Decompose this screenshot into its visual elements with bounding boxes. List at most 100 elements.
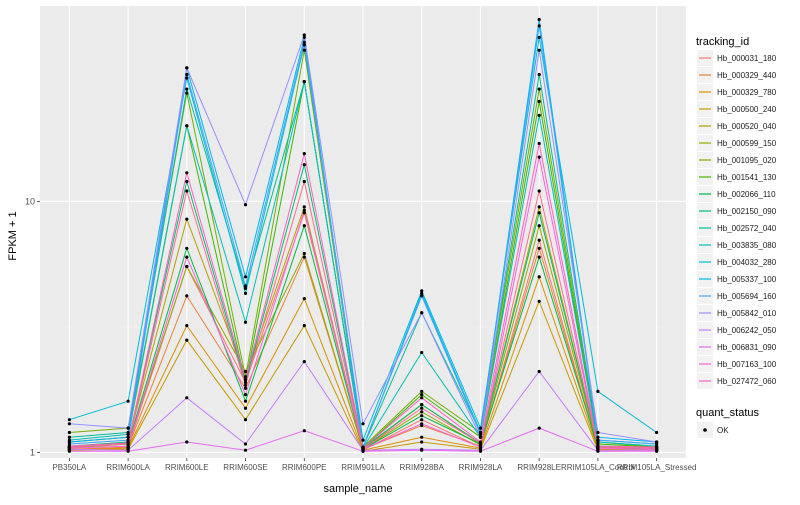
data-point [361,438,365,442]
data-point [596,449,600,453]
plot-area: 1 10 PB350LA RRIM600LA RRIM600LE RRIM600SE RRI… [25,6,696,472]
x-tick-label: RRIM600LE [165,463,209,472]
data-point [243,418,248,422]
data-point [420,294,424,298]
data-point [126,426,130,430]
data-point [537,255,541,259]
x-axis-title: sample_name [323,483,392,495]
data-point [302,429,306,433]
quant-legend-point [703,428,707,432]
legend-label: Hb_001541_130 [717,173,777,182]
data-point [537,205,541,209]
data-point [185,338,189,342]
data-point [596,389,600,393]
data-point [302,324,306,328]
data-point [185,66,189,70]
x-tick-label: RRIM901LA [341,463,385,472]
data-point [185,440,189,444]
legend-label: Hb_005694_160 [717,292,777,301]
y-tick-label: 1 [30,447,35,457]
data-point [420,414,424,418]
data-point [596,430,600,435]
legend-label: Hb_002572_040 [717,224,777,233]
y-tick-label: 10 [25,196,35,206]
data-point [67,435,71,439]
quant-legend-title: quant_status [696,407,759,419]
legend-title: tracking_id [696,36,749,48]
data-point [302,163,306,167]
legend-label: Hb_006242_050 [717,326,777,335]
legend: tracking_id quant_status OK Hb_000031_18… [696,36,777,438]
legend-label: Hb_002150_090 [717,207,777,216]
data-point [126,435,130,439]
data-point [243,284,248,288]
data-point [243,448,248,452]
data-point [243,406,248,410]
data-point [126,432,130,436]
data-point [243,369,248,374]
data-point [537,35,541,40]
data-point [420,396,424,400]
data-point [126,449,130,453]
data-point [243,383,248,387]
data-point [185,124,189,128]
data-point [537,299,541,303]
data-point [537,369,541,374]
legend-label: Hb_005842_010 [717,309,777,318]
x-tick-label: RRIM105LA_Control [561,463,635,472]
data-point [537,211,541,215]
data-point [420,403,424,407]
data-point [185,91,189,95]
legend-label: Hb_007163_100 [717,360,777,369]
data-point [185,217,189,221]
data-point [655,440,659,444]
data-point [537,48,541,52]
data-point [420,311,424,315]
data-point [537,426,541,430]
data-point [243,291,248,295]
data-point [302,255,306,259]
data-point [302,360,306,364]
data-point [67,422,71,426]
data-point [420,350,424,355]
data-point [302,208,306,212]
data-point [185,396,189,400]
data-point [67,445,71,449]
data-point [243,399,248,403]
quant-legend-label: OK [717,426,729,435]
data-point [67,449,71,453]
data-point [537,155,541,159]
data-point [302,35,306,40]
data-point [420,410,424,414]
data-point [126,442,130,446]
data-point [302,43,306,47]
data-point [243,393,248,397]
data-point [302,152,306,156]
x-tick-label: RRIM928BA [399,463,444,472]
data-point [243,378,248,382]
data-point [302,48,306,52]
data-point [185,179,189,184]
data-point [302,211,306,215]
data-point [185,324,189,328]
data-point [420,289,424,293]
legend-label: Hb_000520_040 [717,122,777,131]
x-tick-label: RRIM928LE [517,463,561,472]
data-point [185,246,189,250]
x-tick-label: RRIM928LA [459,463,503,472]
data-point [67,430,71,435]
data-point [185,72,189,77]
data-point [302,224,306,228]
data-point [302,179,306,184]
data-point [185,255,189,259]
legend-label: Hb_027472_060 [717,377,777,386]
x-tick-label: RRIM600PE [282,463,326,472]
legend-label: Hb_005337_100 [717,275,777,284]
data-point [361,422,365,426]
data-point [537,224,541,228]
legend-label: Hb_000599_150 [717,139,777,148]
data-point [537,99,541,104]
x-tick-label: PB350LA [52,463,86,472]
